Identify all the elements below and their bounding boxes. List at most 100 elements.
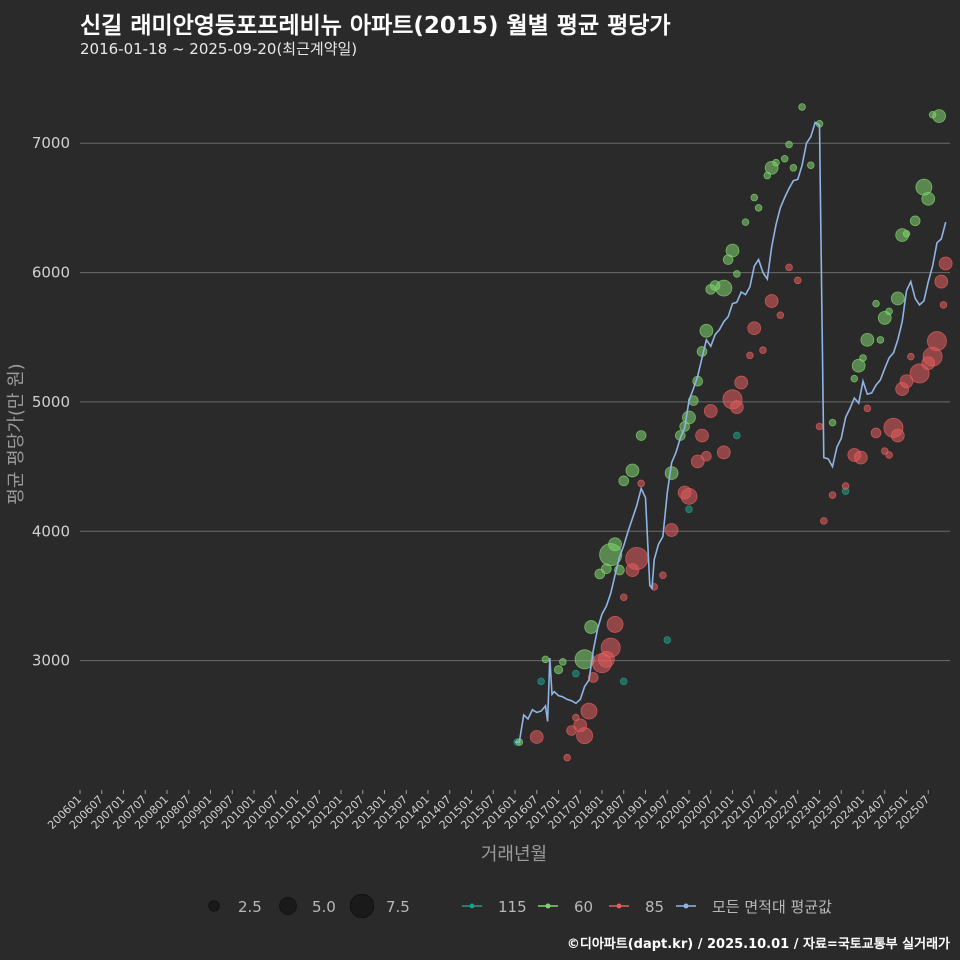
data-point-60 [682, 410, 696, 425]
y-tick-label: 3000 [32, 652, 70, 670]
legend-key-dot [545, 903, 551, 909]
data-point-85 [934, 274, 949, 289]
data-point-60 [932, 109, 946, 123]
data-point-115 [685, 505, 693, 514]
data-point-85 [870, 427, 882, 439]
data-point-85 [764, 294, 779, 308]
scatter-points [513, 103, 953, 762]
data-point-60 [828, 418, 837, 427]
data-point-85 [625, 546, 649, 570]
data-point-60 [635, 430, 647, 441]
data-point-115 [733, 431, 741, 440]
y-tick-labels: 3000 4000 5000 6000 7000 [32, 134, 70, 669]
data-point-85 [620, 593, 628, 602]
data-point-85 [695, 428, 709, 443]
data-point-60 [699, 323, 714, 338]
data-point-85 [576, 727, 593, 745]
data-point-60 [921, 191, 936, 206]
data-point-85 [580, 702, 598, 720]
data-point-85 [885, 451, 893, 459]
data-point-60 [754, 204, 763, 212]
data-point-85 [907, 352, 915, 361]
size-legend-key [208, 900, 220, 912]
data-point-60 [859, 354, 867, 362]
y-tick-label: 6000 [32, 264, 70, 282]
data-point-85 [927, 331, 947, 352]
data-point-60 [785, 140, 793, 149]
data-point-85 [729, 400, 744, 414]
data-point-60 [750, 193, 759, 202]
data-point-60 [807, 161, 815, 169]
credit-text: ©디아파트(dapt.kr) / 2025.10.01 / 자료=국토교통부 실… [566, 937, 950, 952]
data-point-60 [559, 658, 567, 666]
data-point-60 [909, 215, 921, 227]
data-point-85 [637, 479, 645, 488]
data-point-115 [663, 636, 672, 644]
data-point-85 [746, 351, 754, 360]
data-point-60 [885, 307, 893, 316]
data-point-85 [938, 256, 953, 271]
data-point-85 [680, 487, 698, 505]
data-point-85 [853, 450, 868, 465]
data-point-60 [618, 475, 630, 487]
data-point-60 [850, 374, 859, 383]
data-point-85 [690, 454, 705, 469]
data-point-85 [815, 422, 824, 431]
data-point-85 [785, 263, 793, 272]
data-point-60 [851, 358, 866, 373]
y-axis-title: 평균 평당가(만 원) [6, 363, 27, 504]
data-point-60 [872, 299, 880, 308]
data-point-60 [876, 336, 885, 344]
data-point-60 [553, 665, 564, 675]
size-legend-key [279, 897, 297, 915]
chart-subtitle: 2016-01-18 ~ 2025-09-20(최근계약일) [80, 40, 358, 58]
data-point-85 [776, 311, 785, 320]
x-tick-labels: 2006012006072007012007072008012008072009… [45, 790, 932, 832]
data-point-60 [608, 537, 622, 552]
data-point-85 [563, 753, 571, 762]
legend-key-dot [616, 903, 622, 909]
data-point-85 [587, 672, 599, 683]
size-legend-label: 2.5 [238, 898, 262, 916]
data-point-85 [703, 404, 718, 418]
data-point-60 [664, 466, 679, 480]
data-point-85 [659, 571, 667, 580]
data-point-60 [584, 620, 598, 634]
data-point-60 [860, 332, 875, 347]
average-line [515, 121, 947, 743]
data-point-85 [828, 491, 837, 499]
data-point-85 [747, 321, 762, 336]
data-point-85 [734, 375, 749, 390]
size-legend-label: 7.5 [386, 898, 410, 916]
size-legend-label: 5.0 [312, 898, 336, 916]
average-line-group [515, 121, 947, 743]
data-point-60 [715, 279, 733, 297]
legend: 2.5 5.0 7.5 115 60 85 모든 면적대 평균값 [208, 893, 832, 919]
grid-lines [80, 142, 950, 662]
y-tick-label: 4000 [32, 522, 70, 540]
data-point-115 [572, 669, 580, 678]
legend-label: 60 [574, 898, 593, 916]
legend-key-dot [469, 903, 475, 909]
data-point-85 [600, 637, 621, 658]
data-point-85 [841, 482, 850, 490]
legend-label: 115 [498, 898, 527, 916]
data-point-85 [899, 374, 914, 389]
data-point-60 [741, 218, 750, 226]
data-point-85 [701, 450, 712, 462]
data-point-85 [716, 445, 731, 460]
data-point-85 [664, 523, 679, 537]
legend-key-dot [683, 903, 689, 909]
data-point-60 [902, 230, 911, 238]
legend-label: 85 [645, 898, 664, 916]
data-point-60 [780, 154, 789, 163]
data-point-60 [798, 103, 806, 111]
data-point-85 [890, 428, 905, 443]
data-point-60 [733, 270, 741, 278]
data-point-85 [794, 276, 802, 285]
data-point-85 [759, 346, 767, 354]
data-point-60 [789, 164, 798, 172]
data-point-85 [863, 404, 872, 413]
data-point-60 [725, 243, 740, 258]
